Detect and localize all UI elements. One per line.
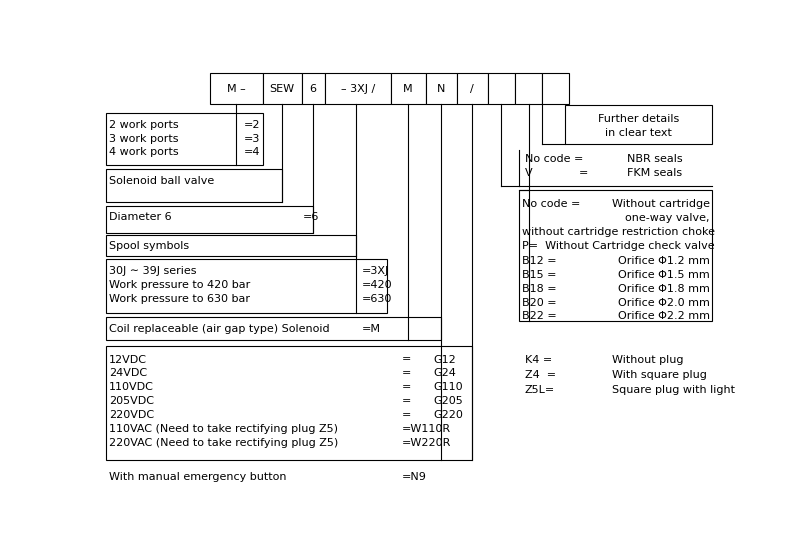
Bar [262, 73, 302, 104]
Text: B20 =: B20 = [522, 297, 557, 307]
Text: =4: =4 [243, 147, 260, 157]
Bar [518, 190, 712, 321]
Text: Further details: Further details [598, 114, 679, 124]
Text: 220VAC (Need to take rectifying plug Z5): 220VAC (Need to take rectifying plug Z5) [110, 437, 338, 448]
Text: Without plug: Without plug [611, 354, 683, 364]
Bar [565, 105, 712, 144]
Bar [106, 170, 282, 201]
Text: Orifice Φ2.2 mm: Orifice Φ2.2 mm [618, 311, 710, 321]
Text: B12 =: B12 = [522, 256, 557, 266]
Text: G24: G24 [434, 368, 456, 378]
Text: Square plug with light: Square plug with light [611, 386, 734, 396]
Text: =6: =6 [303, 212, 319, 222]
Text: =420: =420 [362, 280, 393, 290]
Bar [514, 73, 542, 104]
Text: 30J ∼ 39J series: 30J ∼ 39J series [110, 266, 197, 276]
Text: =W110R: =W110R [402, 424, 451, 434]
Text: 3 work ports: 3 work ports [110, 133, 179, 143]
Text: =: = [402, 382, 412, 392]
Bar [426, 73, 457, 104]
Text: Without cartridge: Without cartridge [612, 199, 710, 209]
Text: G110: G110 [434, 382, 463, 392]
Text: =3: =3 [243, 133, 260, 143]
Text: With square plug: With square plug [611, 370, 706, 380]
Bar [390, 73, 426, 104]
Text: G12: G12 [434, 354, 456, 364]
Text: one-way valve,: one-way valve, [626, 213, 710, 223]
Text: =: = [402, 354, 412, 364]
Text: Orifice Φ1.8 mm: Orifice Φ1.8 mm [618, 283, 710, 294]
Text: M: M [403, 84, 413, 94]
Text: =: = [402, 368, 412, 378]
Text: 12VDC: 12VDC [110, 354, 147, 364]
Text: Orifice Φ1.5 mm: Orifice Φ1.5 mm [618, 270, 710, 280]
Bar [487, 73, 514, 104]
Text: =: = [402, 410, 412, 420]
Text: Coil replaceable (air gap type) Solenoid: Coil replaceable (air gap type) Solenoid [110, 324, 330, 334]
Bar [542, 73, 569, 104]
Text: Work pressure to 630 bar: Work pressure to 630 bar [110, 294, 250, 304]
Text: =: = [402, 396, 412, 406]
Text: =W220R: =W220R [402, 437, 452, 448]
Text: =630: =630 [362, 294, 392, 304]
Text: B22 =: B22 = [522, 311, 557, 321]
Text: No code =: No code = [522, 199, 581, 209]
Text: 6: 6 [310, 84, 317, 94]
Bar [106, 346, 472, 460]
Text: =M: =M [362, 324, 381, 334]
Text: Z4  =: Z4 = [525, 370, 556, 380]
Bar [106, 235, 356, 256]
Bar [302, 73, 325, 104]
Text: G220: G220 [434, 410, 463, 420]
Text: 24VDC: 24VDC [110, 368, 147, 378]
Text: Spool symbols: Spool symbols [110, 242, 190, 251]
Text: 2 work ports: 2 work ports [110, 120, 179, 129]
Text: With manual emergency button: With manual emergency button [110, 473, 287, 482]
Bar [210, 73, 262, 104]
Text: Work pressure to 420 bar: Work pressure to 420 bar [110, 280, 250, 290]
Bar [106, 205, 313, 233]
Text: 4 work ports: 4 work ports [110, 147, 179, 157]
Bar [106, 317, 441, 340]
Text: P=  Without Cartridge check valve: P= Without Cartridge check valve [522, 240, 715, 251]
Text: N: N [437, 84, 445, 94]
Text: without cartridge restriction choke: without cartridge restriction choke [522, 227, 715, 237]
Text: =: = [579, 168, 588, 178]
Text: =2: =2 [243, 120, 260, 129]
Text: =N9: =N9 [402, 473, 427, 482]
Text: No code =: No code = [525, 155, 583, 165]
Text: Diameter 6: Diameter 6 [110, 212, 172, 222]
Bar [325, 73, 390, 104]
Bar [457, 73, 487, 104]
Bar [106, 113, 262, 165]
Text: 205VDC: 205VDC [110, 396, 154, 406]
Text: B15 =: B15 = [522, 270, 557, 280]
Text: FKM seals: FKM seals [627, 168, 682, 178]
Text: /: / [470, 84, 474, 94]
Text: Orifice Φ1.2 mm: Orifice Φ1.2 mm [618, 256, 710, 266]
Text: M –: M – [227, 84, 246, 94]
Text: – 3XJ /: – 3XJ / [341, 84, 375, 94]
Text: 110VAC (Need to take rectifying plug Z5): 110VAC (Need to take rectifying plug Z5) [110, 424, 338, 434]
Bar [106, 259, 386, 314]
Text: SEW: SEW [270, 84, 294, 94]
Text: B18 =: B18 = [522, 283, 557, 294]
Text: G205: G205 [434, 396, 463, 406]
Text: in clear text: in clear text [605, 128, 672, 138]
Text: Solenoid ball valve: Solenoid ball valve [110, 176, 214, 186]
Text: 220VDC: 220VDC [110, 410, 154, 420]
Text: =3XJ: =3XJ [362, 266, 389, 276]
Text: Orifice Φ2.0 mm: Orifice Φ2.0 mm [618, 297, 710, 307]
Text: 110VDC: 110VDC [110, 382, 154, 392]
Text: NBR seals: NBR seals [627, 155, 682, 165]
Text: K4 =: K4 = [525, 354, 552, 364]
Text: V: V [525, 168, 532, 178]
Text: Z5L=: Z5L= [525, 386, 555, 396]
